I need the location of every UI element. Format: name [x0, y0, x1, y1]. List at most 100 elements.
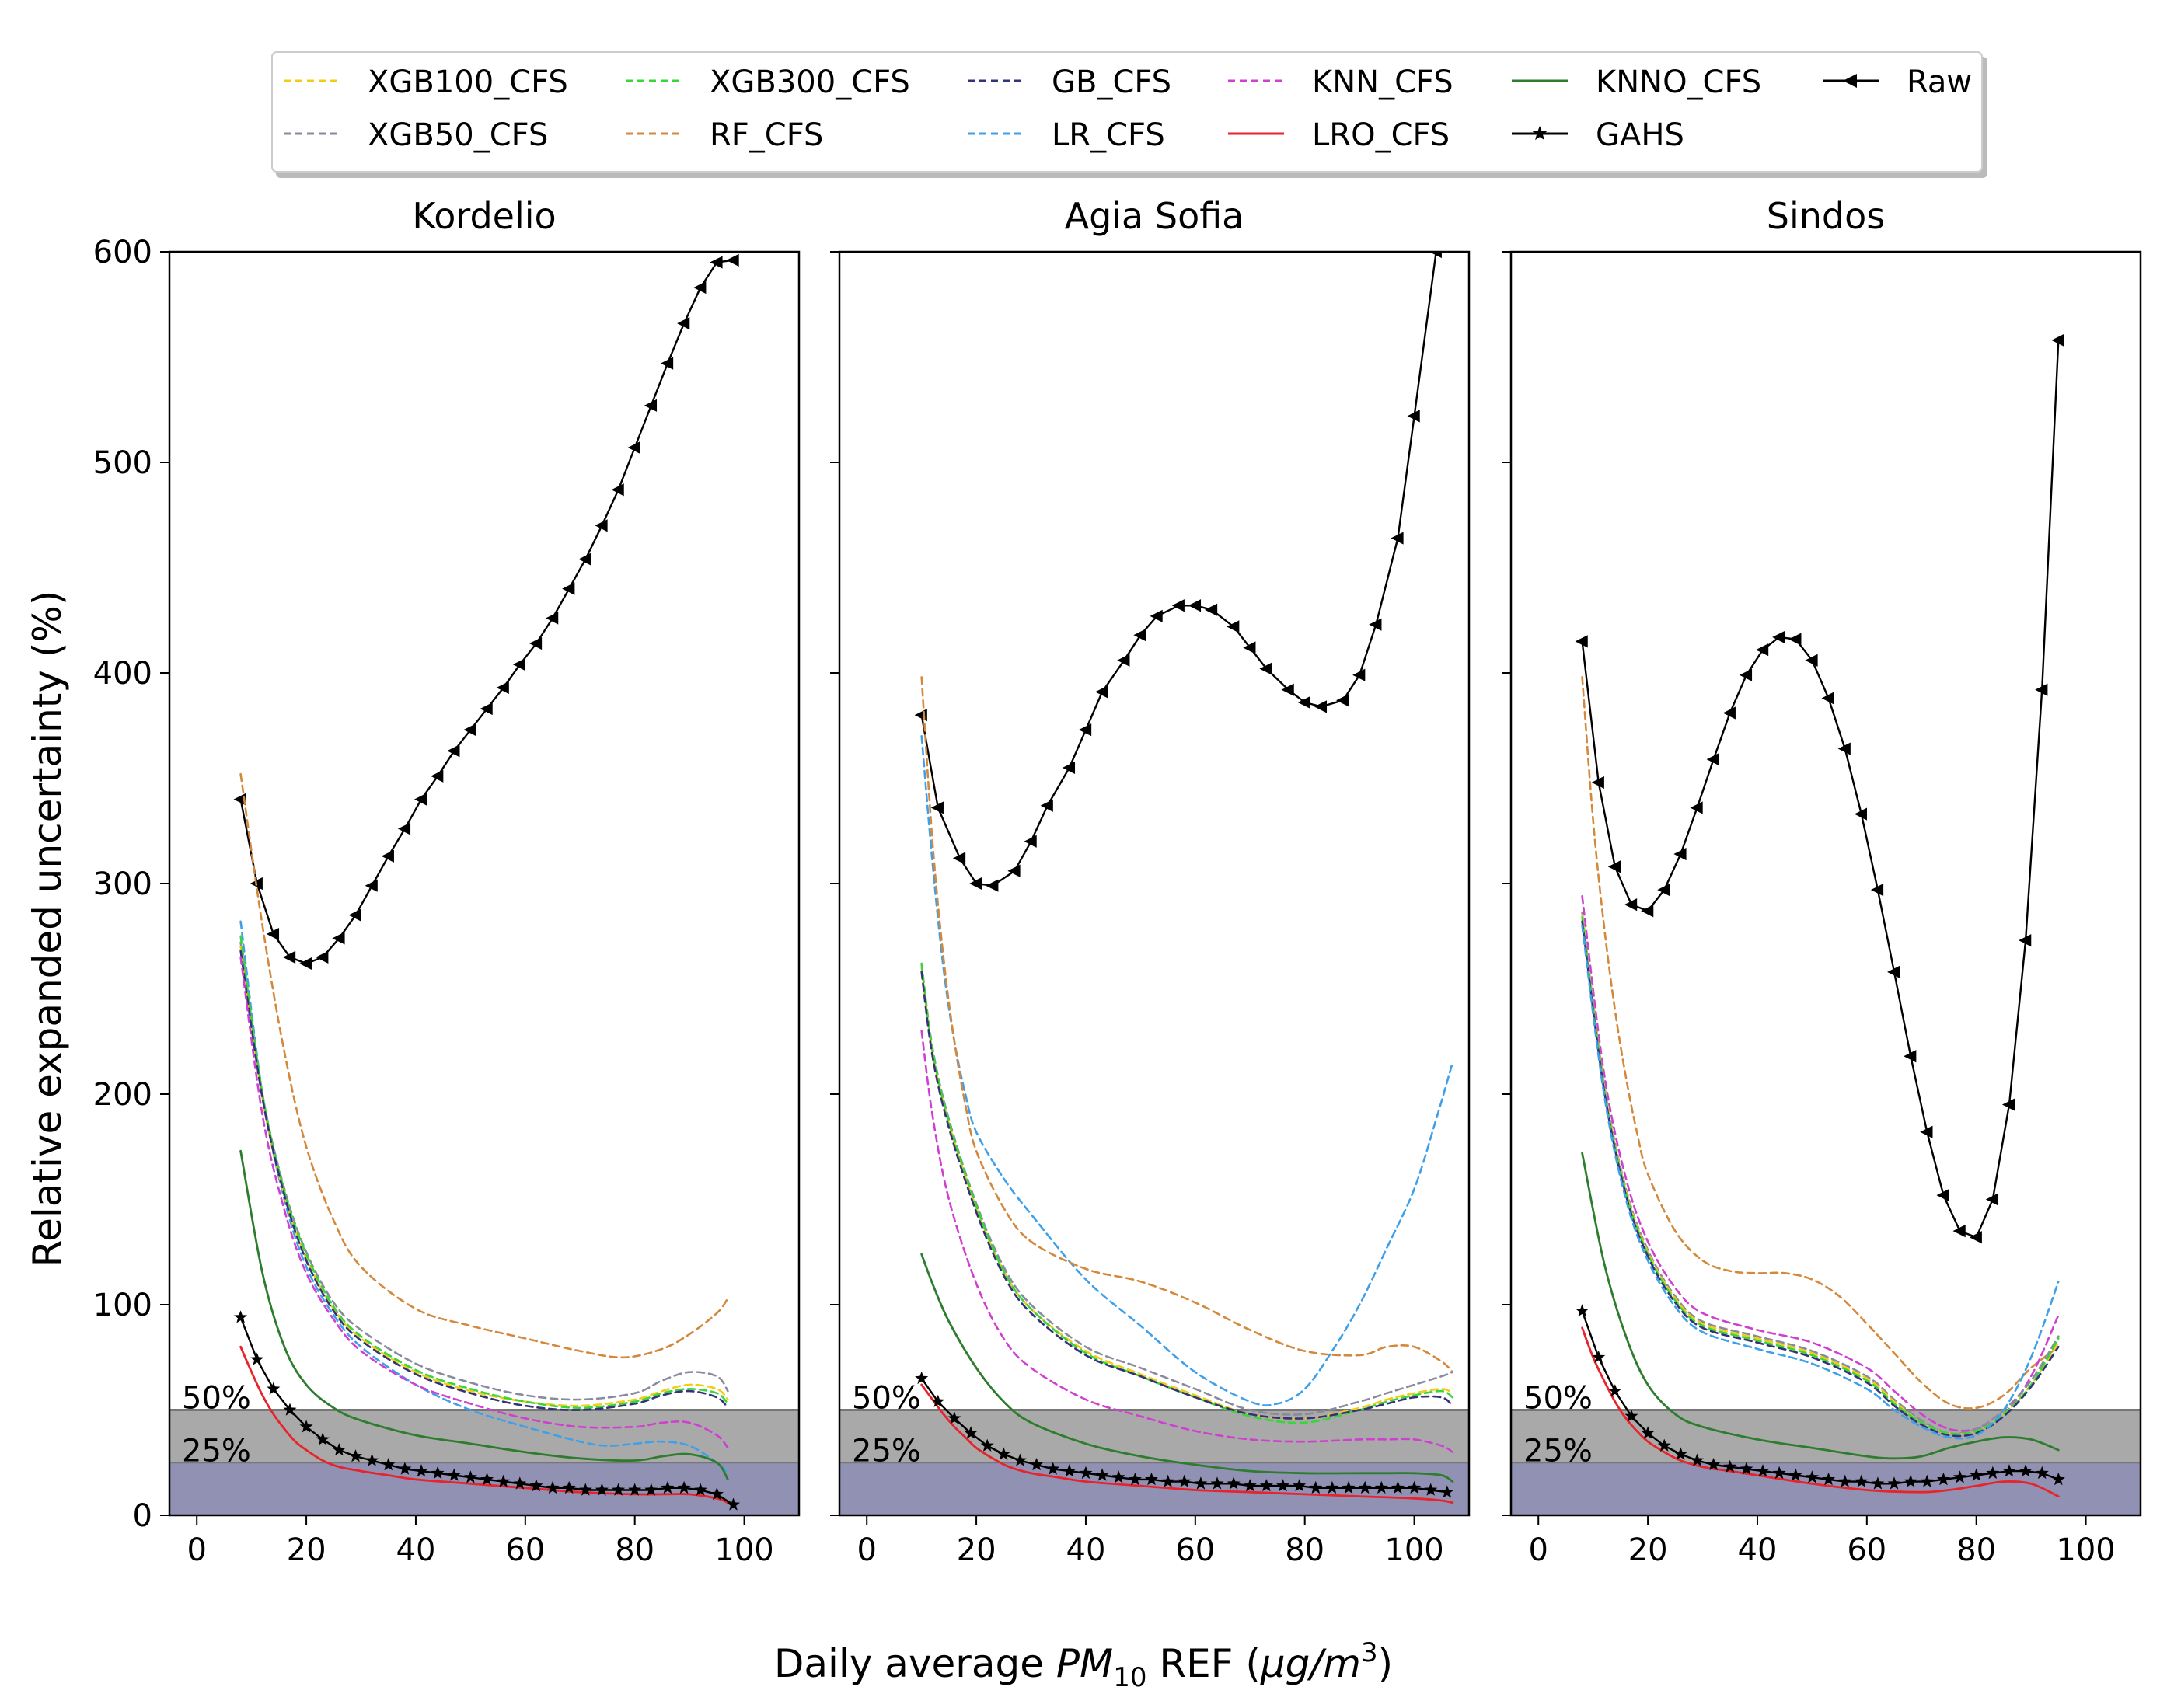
legend: XGB100_CFS XGB300_CFS GB_CFS KNN_CFS KNNO_CF…	[271, 51, 1987, 178]
gahs-point	[2019, 1464, 2033, 1477]
raw-point	[2019, 934, 2032, 947]
raw-point	[1062, 761, 1076, 775]
raw-point	[1281, 683, 1294, 696]
gahs-point	[644, 1483, 658, 1496]
x-tick-label: 80	[615, 1532, 654, 1568]
raw-point	[1336, 694, 1349, 707]
raw-point	[1095, 685, 1108, 699]
legend-label: LRO_CFS	[1312, 117, 1450, 153]
gahs-point	[1624, 1409, 1638, 1422]
series-group	[914, 252, 1454, 1504]
gahs-point	[1210, 1476, 1224, 1490]
band-25-50	[1511, 1410, 2141, 1463]
x-tick-label: 40	[1738, 1532, 1778, 1568]
gahs-point	[578, 1483, 592, 1496]
legend-label: GB_CFS	[1052, 64, 1171, 100]
raw-point	[1904, 1050, 1917, 1063]
x-tick-label: 60	[1175, 1532, 1215, 1568]
gahs-point	[1079, 1466, 1093, 1480]
gahs-point	[1953, 1470, 1967, 1483]
raw-point	[1969, 1231, 1982, 1244]
gahs-point	[595, 1483, 609, 1496]
legend-label: GAHS	[1596, 117, 1684, 153]
legend-item-xgb50-cfs: XGB50_CFS	[284, 117, 548, 153]
gahs-point	[1920, 1474, 1934, 1487]
legend-label: LR_CFS	[1052, 117, 1165, 153]
raw-point	[1133, 629, 1146, 642]
raw-point	[1952, 1225, 1966, 1238]
raw-point	[431, 769, 444, 783]
raw-point	[1690, 801, 1703, 814]
panel-agia-sofia: 50% 25% 0 20 40 60 80 100 Agia Sofia	[830, 195, 1471, 1568]
gahs-point	[1424, 1483, 1438, 1496]
gahs-point	[1342, 1480, 1356, 1494]
raw-point	[1854, 807, 1867, 821]
gahs-point	[1822, 1472, 1836, 1486]
x-tick-label: 80	[1285, 1532, 1324, 1568]
gahs-point	[1259, 1479, 1273, 1492]
series-group	[233, 253, 740, 1511]
legend-label: XGB100_CFS	[368, 64, 568, 100]
x-tick-label: 20	[1628, 1532, 1668, 1568]
legend-item-lr-cfs: LR_CFS	[968, 117, 1165, 153]
legend-item-knn-cfs: KNN_CFS	[1228, 64, 1453, 100]
series-line-lro-cfs	[920, 1383, 1454, 1504]
series-line-gb-cfs	[239, 950, 729, 1411]
gahs-point	[1970, 1468, 1984, 1481]
band-label: 25%	[852, 1433, 921, 1469]
gahs-point	[1013, 1453, 1027, 1466]
raw-point	[1117, 654, 1130, 667]
chart-panels: 50%25%0 20 40 60 80 1000100200300400500600Kor…	[93, 195, 2142, 1568]
x-tick-label: 100	[2056, 1532, 2115, 1568]
gahs-point	[2002, 1464, 2016, 1477]
gahs-point	[1641, 1426, 1655, 1439]
series-line-raw	[239, 259, 735, 965]
band-label: 25%	[1523, 1433, 1593, 1469]
raw-point	[496, 681, 509, 695]
series-line-xgb100-cfs	[1581, 914, 2060, 1435]
legend-label: KNNO_CFS	[1596, 64, 1761, 100]
series-line-rf-cfs	[239, 772, 729, 1359]
raw-point	[1985, 1193, 1999, 1206]
x-tick-label: 100	[1384, 1532, 1443, 1568]
raw-point	[1171, 599, 1185, 612]
raw-point	[1352, 668, 1366, 681]
x-tick-label: 20	[957, 1532, 996, 1568]
series-line-lr-cfs	[1581, 924, 2060, 1440]
series-line-xgb100-cfs	[920, 967, 1454, 1420]
gahs-point	[1723, 1459, 1737, 1473]
raw-point	[1575, 635, 1588, 648]
legend-label: KNN_CFS	[1312, 64, 1453, 100]
x-tick-label: 0	[857, 1532, 876, 1568]
raw-point	[562, 582, 575, 595]
gahs-point	[1855, 1474, 1869, 1487]
gahs-point	[1592, 1350, 1606, 1363]
y-tick-label: 300	[93, 866, 152, 902]
gahs-point	[1871, 1476, 1885, 1490]
gahs-point	[283, 1403, 297, 1416]
raw-point	[1040, 799, 1053, 812]
raw-point	[463, 723, 476, 737]
gahs-point	[1904, 1474, 1917, 1487]
x-axis-label-part: Daily average	[774, 1641, 1056, 1686]
raw-point	[1150, 609, 1163, 622]
raw-point	[480, 702, 493, 716]
raw-point	[1624, 898, 1638, 912]
legend-marker-star	[1532, 126, 1548, 141]
raw-point	[930, 801, 944, 814]
gahs-point	[1391, 1480, 1405, 1494]
gahs-point	[365, 1453, 379, 1466]
series-group	[1575, 333, 2065, 1497]
panel-sindos: 50% 25% 0 20 40 60 80 100 Sindos	[1502, 195, 2142, 1568]
gahs-point	[414, 1464, 428, 1477]
gahs-point	[513, 1476, 527, 1490]
raw-point	[1188, 599, 1202, 612]
gahs-point	[1673, 1447, 1687, 1460]
raw-point	[2051, 333, 2064, 347]
band-label: 50%	[852, 1381, 921, 1417]
series-line-xgb100-cfs	[239, 946, 729, 1407]
gahs-point	[1144, 1472, 1158, 1486]
gahs-point	[1657, 1438, 1671, 1452]
gahs-point	[980, 1438, 994, 1452]
